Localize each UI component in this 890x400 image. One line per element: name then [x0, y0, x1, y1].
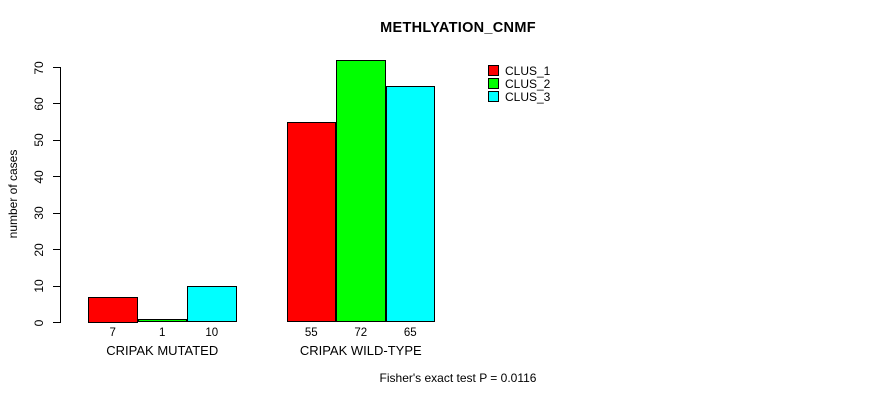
- y-tick-mark-60: [53, 103, 60, 105]
- y-tick-mark-30: [53, 212, 60, 214]
- legend-entry-clus_3: CLUS_3: [488, 90, 550, 103]
- bar-clus_2-group1: [137, 318, 187, 323]
- bar-value-label: 72: [354, 327, 368, 339]
- y-tick-mark-20: [53, 249, 60, 251]
- y-tick-label-0: 0: [32, 319, 46, 326]
- bar-clus_3-group2: [385, 85, 435, 323]
- group-label: CRIPAK WILD-TYPE: [299, 343, 422, 358]
- legend-entry-clus_2: CLUS_2: [488, 77, 550, 90]
- y-tick-label-50: 50: [32, 133, 46, 148]
- annotation-text: Fisher's exact test P = 0.0116: [379, 371, 537, 385]
- bar-clus_1-group2: [286, 122, 336, 323]
- bar-value-label: 55: [304, 327, 318, 339]
- y-tick-mark-0: [53, 322, 60, 323]
- legend-label: CLUS_1: [505, 63, 551, 78]
- y-tick-mark-40: [53, 176, 60, 178]
- legend: CLUS_1 CLUS_2 CLUS_3: [488, 64, 550, 103]
- y-tick-mark-50: [53, 139, 60, 141]
- bar-value-label: 10: [205, 327, 219, 339]
- y-axis-title: number of cases: [6, 149, 20, 239]
- y-tick-label-40: 40: [32, 170, 46, 184]
- bar-value-label: 7: [109, 327, 116, 339]
- y-tick-label-10: 10: [32, 279, 46, 293]
- bar-value-label: 65: [403, 327, 417, 339]
- y-tick-label-70: 70: [32, 60, 46, 75]
- group-label: CRIPAK MUTATED: [106, 343, 219, 358]
- chart-title: METHLYATION_CNMF: [380, 20, 536, 36]
- legend-label: CLUS_2: [505, 76, 551, 91]
- legend-swatch-clus_3: [488, 91, 499, 102]
- y-tick-mark-70: [53, 67, 60, 68]
- bar-clus_2-group2: [336, 60, 386, 323]
- legend-swatch-clus_2: [488, 78, 499, 89]
- y-tick-mark-10: [53, 285, 60, 287]
- bar-value-label: 1: [159, 327, 166, 339]
- y-tick-label-60: 60: [32, 97, 46, 111]
- y-tick-label-20: 20: [32, 242, 46, 257]
- y-tick-label-30: 30: [32, 206, 46, 220]
- legend-swatch-clus_1: [488, 65, 499, 76]
- bar-clus_3-group1: [187, 286, 237, 323]
- y-axis-line: [60, 67, 61, 323]
- legend-label: CLUS_3: [505, 89, 551, 104]
- bar-clus_1-group1: [88, 297, 138, 323]
- legend-entry-clus_1: CLUS_1: [488, 64, 550, 77]
